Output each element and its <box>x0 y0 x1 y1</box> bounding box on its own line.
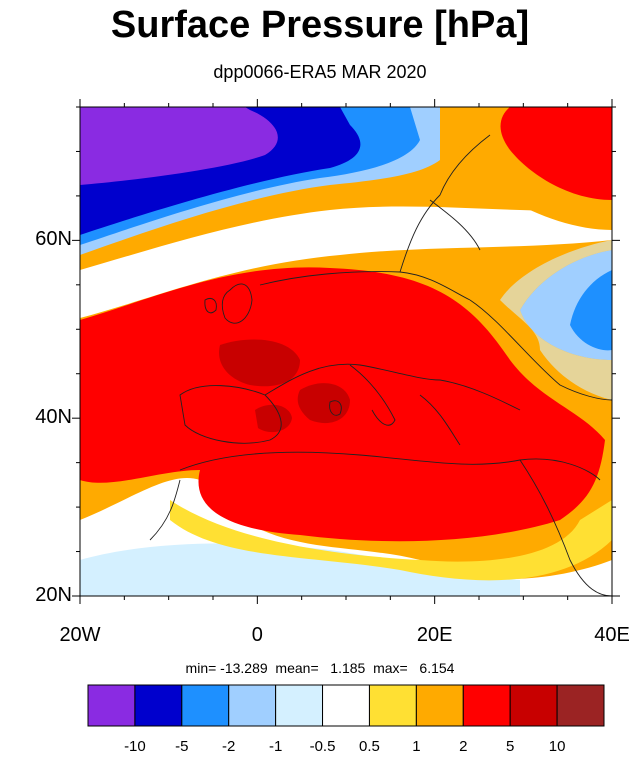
field-core-3 <box>255 404 292 433</box>
chart-title: Surface Pressure [hPa] <box>110 4 530 46</box>
colorbar-label: -0.5 <box>309 738 336 755</box>
colorbar-swatch <box>228 684 277 727</box>
colorbar <box>87 684 605 727</box>
colorbar-label: 5 <box>506 738 515 755</box>
x-tick-label: 0 <box>251 624 263 646</box>
field-south-yellow <box>170 500 612 581</box>
x-tick-label: 20E <box>416 624 453 646</box>
colorbar-swatch <box>322 684 370 727</box>
x-tick-label: 20W <box>59 624 101 646</box>
colorbar-swatch <box>134 684 183 727</box>
colorbar-label: 1 <box>412 738 421 755</box>
colorbar-swatch <box>181 684 230 727</box>
coastlines <box>149 134 612 596</box>
colorbar-label: 2 <box>459 738 468 755</box>
colorbar-swatch <box>275 684 324 727</box>
colorbar-swatch <box>509 684 558 727</box>
x-tick-label: 40E <box>594 624 630 646</box>
field-core-1 <box>219 339 300 387</box>
y-tick-label: 40N <box>35 406 72 429</box>
field-east-pale <box>500 240 612 400</box>
y-tick-label: 60N <box>35 228 72 251</box>
colorbar-swatch <box>87 684 136 727</box>
chart-subtitle: dpp0066-ERA5 MAR 2020 <box>213 62 427 82</box>
field-south-lightblue <box>80 543 520 596</box>
colorbar-label: -5 <box>175 738 189 755</box>
colorbar-swatch <box>368 684 417 727</box>
field-east-blue <box>570 270 612 351</box>
field-white-band <box>80 206 612 318</box>
colorbar-label: -2 <box>222 738 236 755</box>
axis-ticks <box>72 99 620 604</box>
colorbar-swatch <box>556 684 605 727</box>
field-core-2 <box>297 383 350 424</box>
colorbar-swatch <box>415 684 464 727</box>
stats-line: min= -13.289 mean= 1.185 max= 6.154 <box>185 660 455 676</box>
y-tick-label: 20N <box>35 584 72 606</box>
colorbar-label: 0.5 <box>359 738 380 755</box>
colorbar-swatch <box>462 684 511 727</box>
colorbar-label: -10 <box>124 738 146 755</box>
colorbar-label: 10 <box>548 738 566 755</box>
field-purple <box>80 107 278 185</box>
field-ne-red <box>500 107 612 200</box>
pressure-field <box>80 107 612 596</box>
colorbar-label: -1 <box>268 738 283 755</box>
